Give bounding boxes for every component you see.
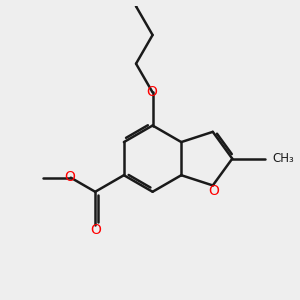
Text: O: O <box>208 184 219 198</box>
Text: CH₃: CH₃ <box>273 152 294 165</box>
Text: O: O <box>64 170 75 184</box>
Text: O: O <box>90 223 101 237</box>
Text: O: O <box>147 85 158 99</box>
